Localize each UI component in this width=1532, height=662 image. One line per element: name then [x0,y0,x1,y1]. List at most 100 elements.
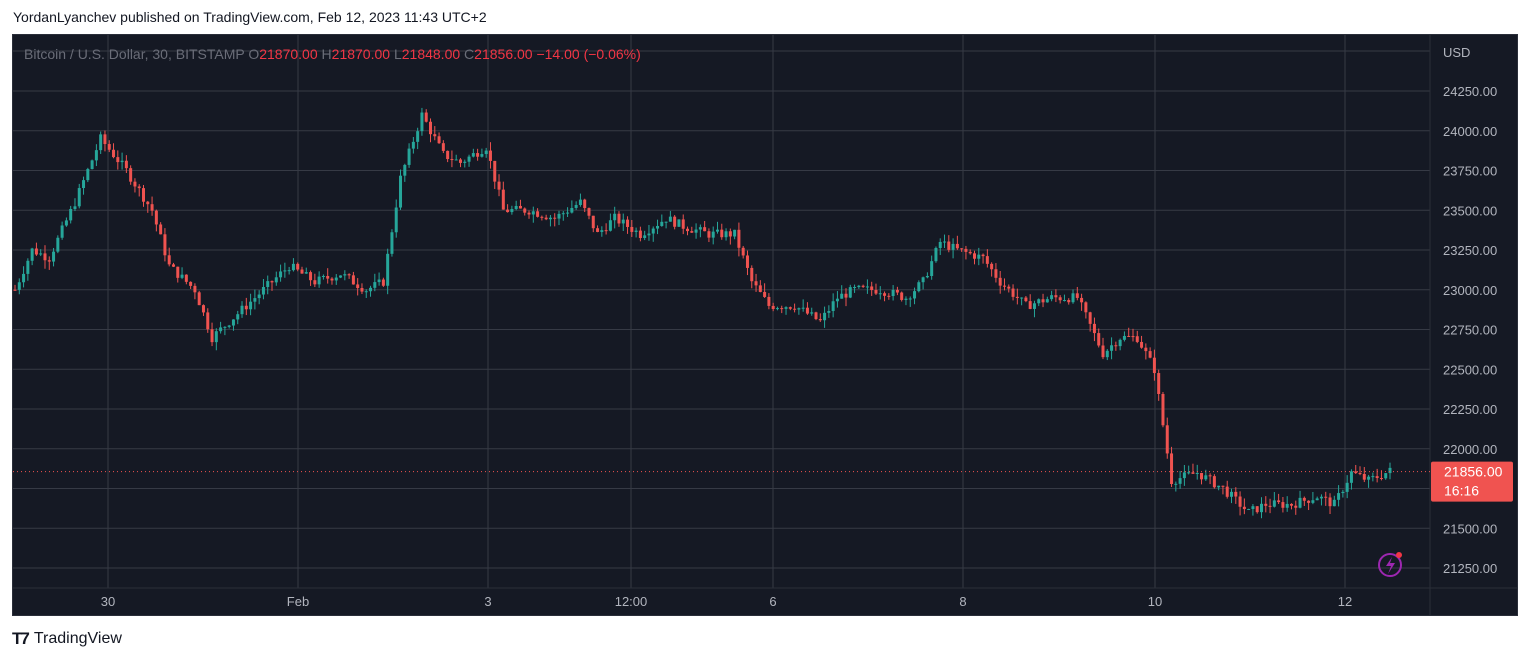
candle-body [566,212,570,214]
candle-body [660,221,664,226]
candle-body [536,211,540,217]
candle-body [1058,297,1062,301]
candle-body [1242,506,1246,510]
candle-body [377,279,381,283]
candle-body [1264,503,1268,506]
candle-body [103,134,107,145]
candle-body [677,219,681,227]
candle-body [201,305,205,313]
candle-body [77,188,81,207]
candle-body [1131,336,1135,338]
candle-body [253,298,257,302]
candle-body [1337,493,1341,500]
candle-body [1187,472,1191,474]
candle-body [497,181,501,190]
candle-body [1080,297,1084,303]
candle-body [895,289,899,293]
candle-body [964,248,968,252]
candle-body [788,307,792,309]
candle-body [116,157,120,163]
candle-body [206,312,210,330]
candle-body [883,293,887,296]
candle-body [47,260,51,262]
candle-body [1007,286,1011,289]
candle-body [1234,491,1238,497]
candle-body [1200,472,1204,480]
lightning-icon[interactable] [1378,552,1402,577]
candle-body [1255,506,1259,513]
candle-body [420,112,424,132]
candle-body [506,209,510,213]
candle-body [1071,293,1075,303]
candle-body [853,287,857,289]
candle-body [351,275,355,285]
candle-body [784,307,788,309]
candle-body [437,136,441,144]
candle-body [870,286,874,291]
candle-body [364,291,368,293]
candle-body [805,307,809,314]
candle-body [1174,483,1178,485]
candle-body [540,216,544,218]
candle-body [1062,300,1066,302]
candle-body [720,229,724,238]
x-tick-label: 12:00 [615,594,648,609]
candle-body [578,199,582,205]
candle-body [279,271,283,278]
candle-body [608,220,612,231]
candle-body [1272,500,1276,507]
candle-body [73,206,77,209]
candle-body [480,154,484,157]
candle-body [1225,486,1229,497]
candle-body [428,121,432,135]
y-tick-label: 23500.00 [1443,203,1497,218]
candle-body [973,253,977,259]
candle-body [1375,476,1379,479]
candle-body [835,298,839,302]
candle-body [180,274,184,278]
candle-body [159,224,163,235]
candle-body [750,267,754,282]
candle-body [664,221,668,223]
candle-body [1050,295,1054,300]
candle-body [728,231,732,237]
candle-body [1105,350,1109,358]
brand-name: TradingView [33,630,122,647]
footer-brand[interactable]: T7 TradingView [12,629,122,649]
candle-body [1281,502,1285,508]
candle-body [86,169,90,181]
candle-body [930,261,934,276]
candle-body [1028,301,1032,309]
candle-body [1157,373,1161,394]
candle-body [1088,312,1092,324]
candle-body [1259,503,1263,513]
candle-body [1332,499,1336,507]
candle-body [142,188,146,202]
candle-body [960,248,964,250]
y-tick-label: 22250.00 [1443,402,1497,417]
candle-body [934,247,938,262]
candle-body [998,277,1002,286]
candle-body [698,227,702,230]
y-tick-label: 24250.00 [1443,84,1497,99]
candle-body [917,282,921,292]
candle-body [43,253,47,261]
candle-body [977,254,981,259]
candle-body [416,131,420,142]
candle-body [1191,472,1195,474]
candle-body [561,213,565,215]
candle-body [52,251,56,262]
candle-body [1354,471,1358,474]
candle-body [1230,491,1234,497]
candle-body [82,180,86,189]
candle-body [741,247,745,256]
candle-body [1140,341,1144,348]
candle-body [943,241,947,243]
chart-grid [13,35,1430,588]
candle-body [236,314,240,320]
candle-body [129,168,133,182]
candle-body [1097,333,1101,346]
candle-body [450,159,454,161]
candle-body [501,189,505,210]
